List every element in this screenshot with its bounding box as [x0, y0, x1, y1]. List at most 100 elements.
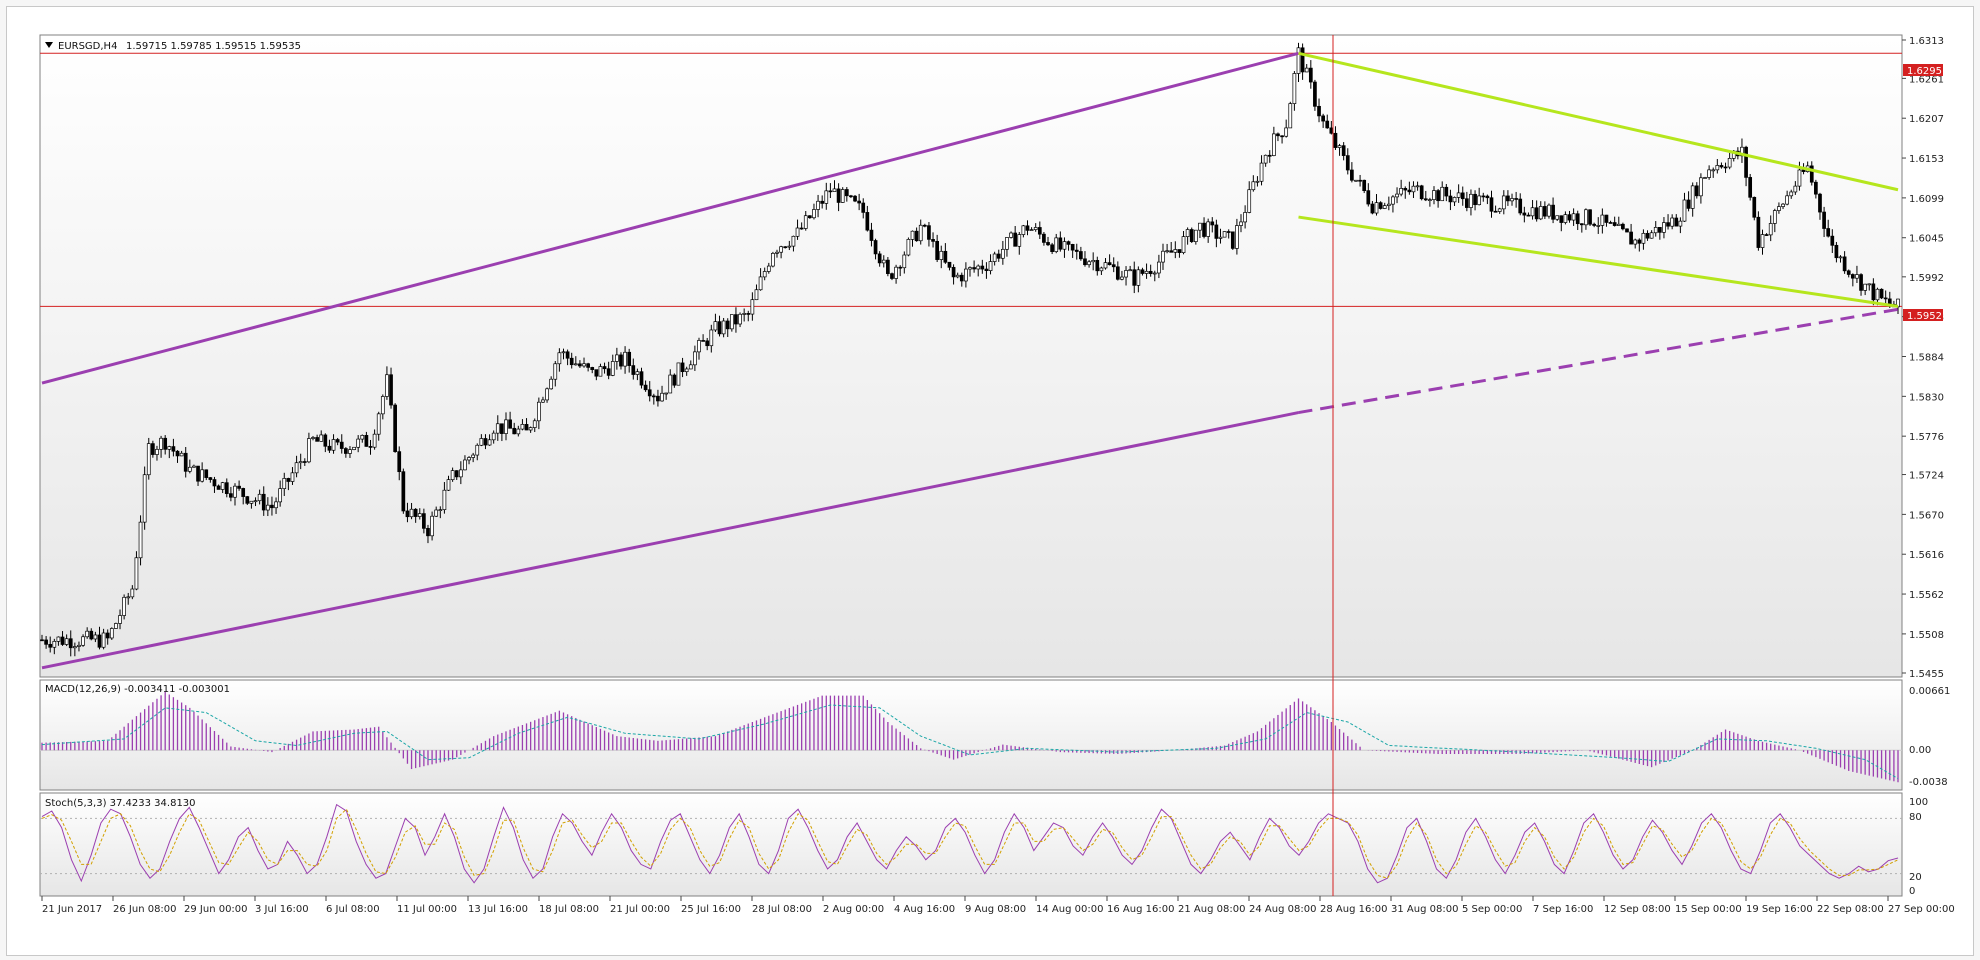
candle-body: [849, 195, 853, 198]
time-tick-label: 2 Aug 00:00: [823, 904, 884, 915]
candle: [1013, 225, 1018, 247]
candle-body: [1009, 232, 1013, 238]
menu-triangle-icon[interactable]: [45, 42, 53, 48]
candle: [1161, 243, 1165, 270]
candle: [701, 334, 705, 342]
candle-body: [651, 395, 656, 398]
candle: [935, 234, 940, 263]
candle-body: [1415, 185, 1420, 188]
candle-body: [1230, 231, 1235, 249]
candle-body: [348, 449, 352, 454]
candle-body: [1715, 165, 1720, 171]
candle: [1768, 215, 1773, 242]
candle-body: [1337, 145, 1342, 148]
candle: [187, 459, 192, 474]
candle: [1555, 215, 1560, 221]
candle: [1370, 201, 1375, 215]
candle: [1670, 214, 1675, 230]
candle: [1547, 203, 1551, 219]
candle: [1719, 162, 1724, 169]
candle-body: [598, 366, 603, 377]
candle-body: [1358, 179, 1362, 182]
candle: [693, 345, 697, 371]
macd-tick-zero: 0.00: [1909, 745, 1931, 756]
candle: [1350, 162, 1354, 183]
candle-body: [541, 399, 545, 403]
candle-body: [1621, 223, 1625, 230]
candle-body: [1859, 274, 1863, 291]
candle-body: [323, 434, 328, 447]
candle: [1239, 214, 1243, 233]
candle: [1543, 201, 1547, 219]
time-tick-label: 7 Sep 16:00: [1533, 904, 1593, 915]
candle: [1781, 203, 1785, 210]
candle-body: [1850, 274, 1855, 279]
candle-body: [569, 357, 574, 366]
candle: [890, 272, 894, 281]
macd-panel[interactable]: MACD(12,26,9) -0.003411 -0.003001 0.0066…: [39, 679, 1950, 791]
price-tick-label: 1.6153: [1909, 154, 1944, 165]
candle-body: [56, 636, 61, 642]
candle-body: [298, 461, 303, 464]
price-tick-label: 1.5508: [1909, 630, 1944, 641]
candle: [1579, 223, 1584, 233]
candle-body: [688, 364, 693, 370]
candle-body: [1399, 188, 1404, 195]
candle: [1510, 193, 1514, 206]
candle-body: [602, 366, 607, 370]
candle: [1173, 241, 1178, 259]
candle: [853, 194, 857, 203]
candle: [1378, 201, 1383, 210]
stoch-panel[interactable]: Stoch(5,3,3) 37.4233 34.8130 100 80 20 0: [39, 792, 1928, 897]
candle-body: [52, 641, 57, 648]
price-panel[interactable]: 1.6313 1.6261 1.6207 1.6153 1.6099 1.6045 1.59…: [39, 34, 1944, 680]
candle-body: [1563, 214, 1568, 223]
candle: [405, 502, 410, 523]
candle-body: [992, 253, 997, 262]
candle-body: [684, 368, 689, 373]
candle-body: [1083, 258, 1087, 266]
candle-body: [1694, 185, 1699, 197]
candle: [1723, 162, 1728, 173]
candle-body: [1037, 227, 1042, 235]
candle: [1005, 237, 1009, 257]
candle: [1247, 181, 1252, 214]
candle: [1206, 218, 1211, 243]
candle-body: [1124, 270, 1128, 278]
candle: [1604, 214, 1609, 227]
candle: [1198, 222, 1202, 239]
candle: [939, 245, 944, 269]
candle: [906, 237, 911, 257]
candle-body: [606, 368, 611, 376]
candle: [1308, 60, 1313, 89]
candle-body: [1419, 185, 1424, 200]
candle: [114, 622, 118, 629]
candle: [725, 318, 730, 338]
candle: [1711, 167, 1716, 178]
candle-body: [1596, 225, 1601, 227]
candle: [684, 366, 689, 376]
candle: [282, 472, 287, 496]
candle: [1095, 256, 1100, 276]
candle: [171, 438, 176, 457]
candle-body: [1025, 225, 1030, 231]
candle-body: [795, 227, 800, 237]
candle-body: [516, 428, 521, 435]
candle: [771, 251, 775, 268]
candle-body: [869, 229, 874, 241]
candle: [93, 631, 98, 643]
candle-body: [1005, 237, 1009, 250]
candle: [151, 440, 155, 458]
candle-body: [196, 465, 200, 482]
candle: [376, 411, 381, 441]
candle: [680, 357, 685, 378]
candle: [1074, 243, 1079, 260]
candle-body: [1333, 132, 1338, 148]
candle-body: [151, 443, 155, 455]
channel-lower-projection-line: [1298, 307, 1899, 415]
candle: [1017, 231, 1022, 255]
candle-body: [561, 351, 566, 354]
candle-body: [1600, 214, 1605, 226]
candle-body: [1017, 234, 1022, 247]
